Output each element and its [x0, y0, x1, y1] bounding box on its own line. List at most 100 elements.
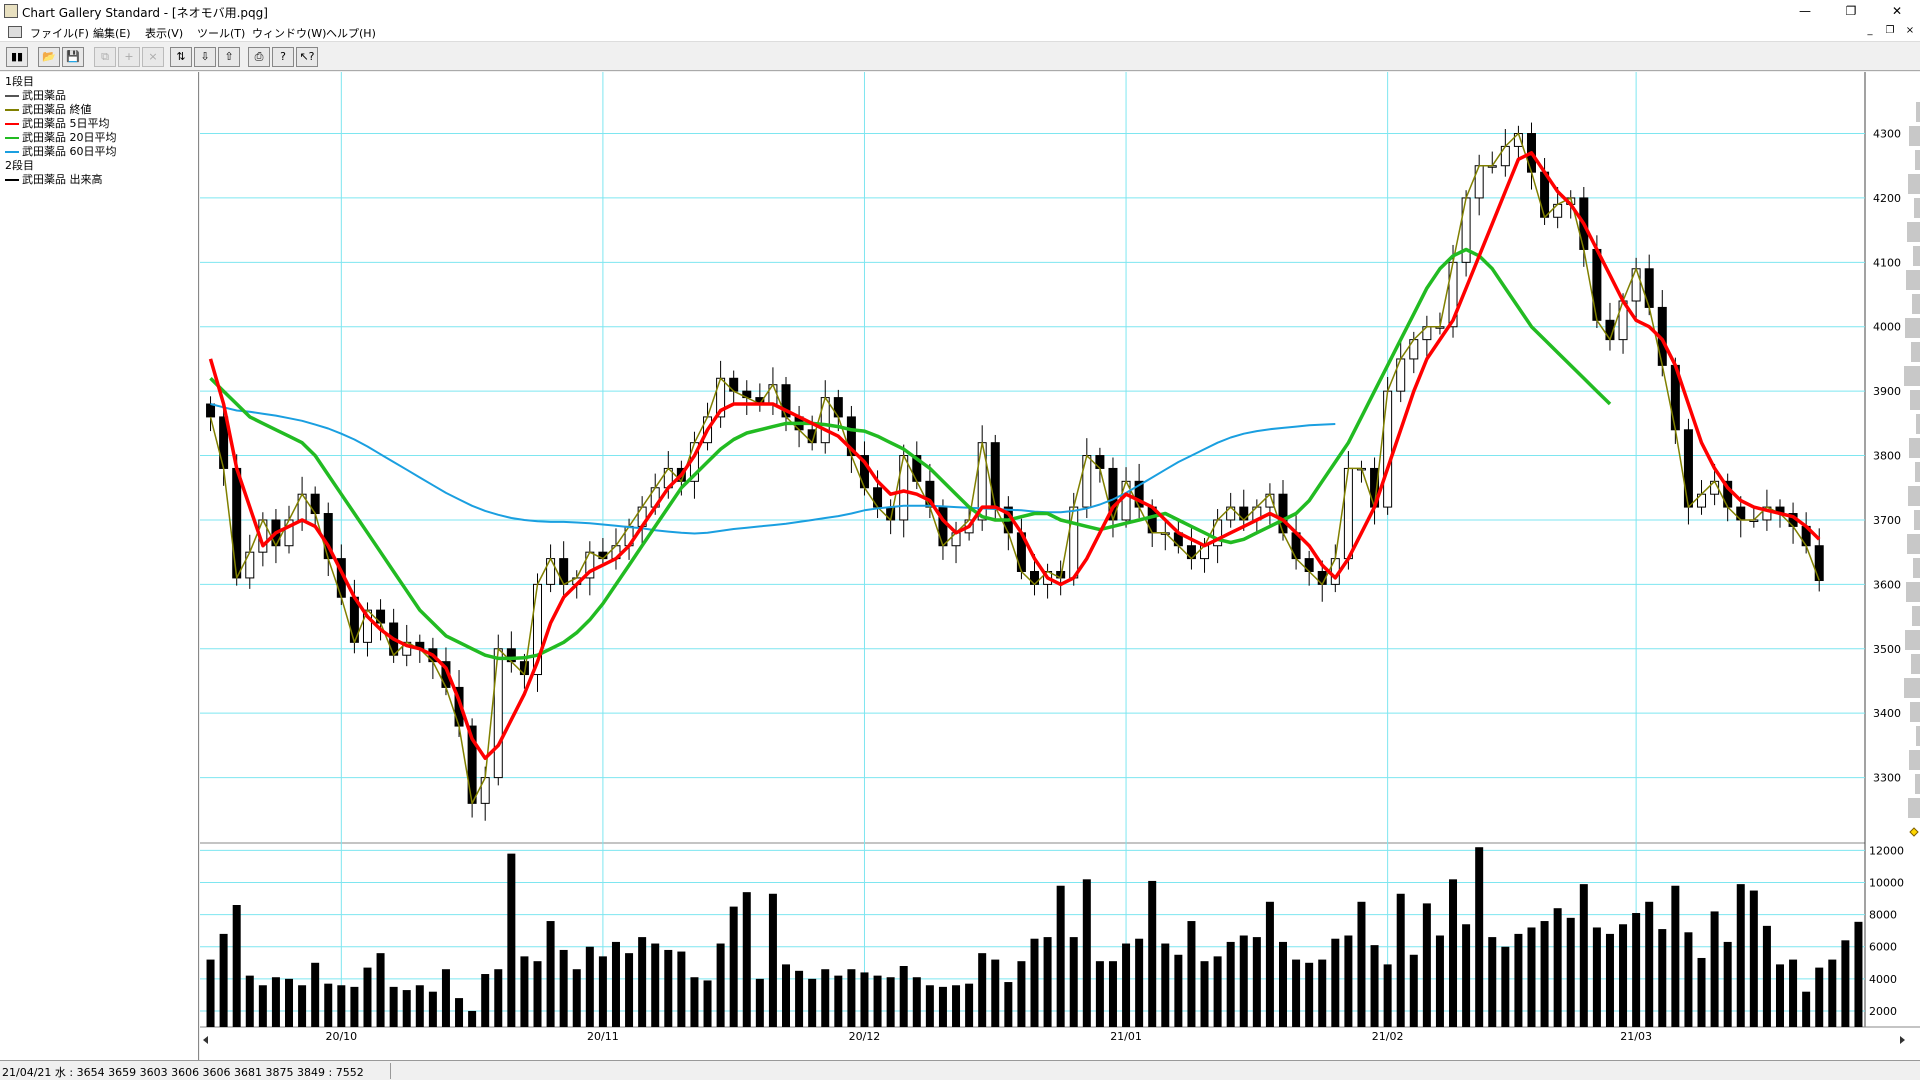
volume-bar — [363, 967, 372, 1027]
legend-item[interactable]: 武田薬品 60日平均 — [5, 145, 117, 159]
add-icon[interactable]: + — [118, 47, 140, 67]
volume-bar — [598, 956, 607, 1027]
volume-bar — [468, 1010, 477, 1027]
volume-bar — [1200, 961, 1209, 1027]
volume-bar — [1148, 880, 1157, 1027]
mdi-restore-button[interactable]: ❐ — [1885, 25, 1895, 36]
candle-body — [206, 403, 216, 418]
delete-icon[interactable]: × — [142, 47, 164, 67]
volume-bar — [1108, 961, 1117, 1027]
volume-bar — [1488, 937, 1497, 1027]
download-icon[interactable]: ⇩ — [194, 47, 216, 67]
price-tick-label: 4300 — [1873, 128, 1901, 141]
volume-bar — [1292, 959, 1301, 1027]
legend-item[interactable]: 武田薬品 終値 — [5, 103, 92, 117]
legend-label: 武田薬品 終値 — [22, 103, 92, 116]
copy-icon[interactable]: ⧉ — [94, 47, 116, 67]
legend-label: 武田薬品 — [22, 89, 66, 102]
help-icon[interactable]: ? — [272, 47, 294, 67]
volume-bar — [1213, 956, 1222, 1027]
volume-bar — [1566, 917, 1575, 1027]
price-tick-label: 3700 — [1873, 514, 1901, 527]
legend-item[interactable]: 武田薬品 20日平均 — [5, 131, 117, 145]
menu-tools[interactable]: ツール(T) — [197, 27, 246, 40]
candle-body — [1278, 493, 1288, 534]
volume-tick-label: 8000 — [1869, 909, 1897, 922]
price-profile-bar — [1909, 438, 1920, 458]
volume-bar — [1501, 946, 1510, 1027]
price-profile-bar — [1914, 198, 1920, 218]
volume-bar — [873, 975, 882, 1027]
volume-bar — [1252, 937, 1261, 1027]
volume-bar — [834, 975, 843, 1027]
legend-item[interactable]: 武田薬品 — [5, 89, 66, 103]
price-tick-label: 3600 — [1873, 578, 1901, 591]
ma5-line — [208, 151, 1821, 761]
volume-bar — [1344, 935, 1353, 1027]
volume-bar — [1030, 938, 1039, 1027]
save-icon[interactable]: 💾 — [62, 47, 84, 67]
volume-bar — [1736, 884, 1745, 1027]
volume-bar — [1553, 908, 1562, 1027]
volume-bar — [298, 985, 307, 1027]
restore-button[interactable]: ❐ — [1845, 4, 1857, 18]
price-tick-label: 3400 — [1873, 707, 1901, 720]
price-profile-bar — [1907, 222, 1920, 242]
candle-body — [1069, 506, 1079, 579]
minimize-button[interactable]: — — [1799, 4, 1811, 18]
close-button[interactable]: ✕ — [1891, 4, 1903, 18]
price-profile-bar — [1909, 750, 1920, 770]
mdi-close-button[interactable]: × — [1905, 25, 1915, 36]
upload-icon[interactable]: ⇧ — [218, 47, 240, 67]
volume-bar — [376, 953, 385, 1027]
price-tick-label: 4100 — [1873, 256, 1901, 269]
menu-bar: ファイル(F) 編集(E) 表示(V) ツール(T) ウィンドウ(W) ヘルプ(… — [0, 22, 1920, 42]
volume-bar — [389, 986, 398, 1027]
context-help-icon[interactable]: ↖? — [296, 47, 318, 67]
menu-window[interactable]: ウィンドウ(W) — [252, 27, 327, 40]
legend-label: 武田薬品 5日平均 — [22, 117, 110, 130]
legend-item[interactable]: 武田薬品 出来高 — [5, 173, 103, 187]
volume-bar — [1239, 935, 1248, 1027]
legend-item[interactable]: 2段目 — [5, 159, 34, 173]
close-line — [209, 132, 1820, 805]
legend-item[interactable]: 武田薬品 5日平均 — [5, 117, 110, 131]
volume-bar — [1095, 961, 1104, 1027]
price-profile-bar — [1910, 390, 1920, 410]
candle-body — [245, 551, 255, 579]
legend-swatch — [5, 123, 19, 125]
menu-file[interactable]: ファイル(F) — [30, 27, 89, 40]
volume-bar — [1357, 901, 1366, 1027]
legend-item[interactable]: 1段目 — [5, 75, 34, 89]
document-icon[interactable] — [8, 26, 22, 38]
candle-body — [1343, 467, 1353, 560]
price-profile-bar — [1905, 318, 1920, 338]
candle-body — [1644, 268, 1654, 308]
price-profile-bar — [1912, 606, 1920, 626]
menu-help[interactable]: ヘルプ(H) — [326, 27, 376, 40]
volume-bar — [978, 953, 987, 1027]
chart-area: 3300 3400 3500 3600 3700 3800 3900 4000 4100 4200… — [200, 72, 1920, 1060]
price-profile-bar — [1906, 270, 1920, 290]
volume-bar — [285, 978, 294, 1027]
volume-bar — [1475, 847, 1484, 1027]
volume-bar — [1122, 943, 1131, 1027]
candle-body — [232, 467, 242, 579]
mdi-minimize-button[interactable]: _ — [1867, 25, 1873, 36]
volume-bar — [1749, 890, 1758, 1027]
volume-bar — [271, 977, 280, 1027]
chart-icon[interactable]: ▮▮ — [6, 47, 28, 67]
volume-bar — [1305, 962, 1314, 1027]
volume-bar — [1043, 937, 1052, 1027]
candle-body — [1396, 358, 1406, 392]
price-profile-bar — [1906, 582, 1920, 602]
price-profile-bar — [1911, 342, 1920, 362]
price-profile-bar — [1912, 294, 1920, 314]
menu-view[interactable]: 表示(V) — [145, 27, 184, 40]
print-icon[interactable]: ⎙ — [248, 47, 270, 67]
import-icon[interactable]: ⇅ — [170, 47, 192, 67]
open-icon[interactable]: 📂 — [38, 47, 60, 67]
marker-icon — [1909, 827, 1919, 837]
volume-bar — [559, 949, 568, 1027]
menu-edit[interactable]: 編集(E) — [93, 27, 131, 40]
